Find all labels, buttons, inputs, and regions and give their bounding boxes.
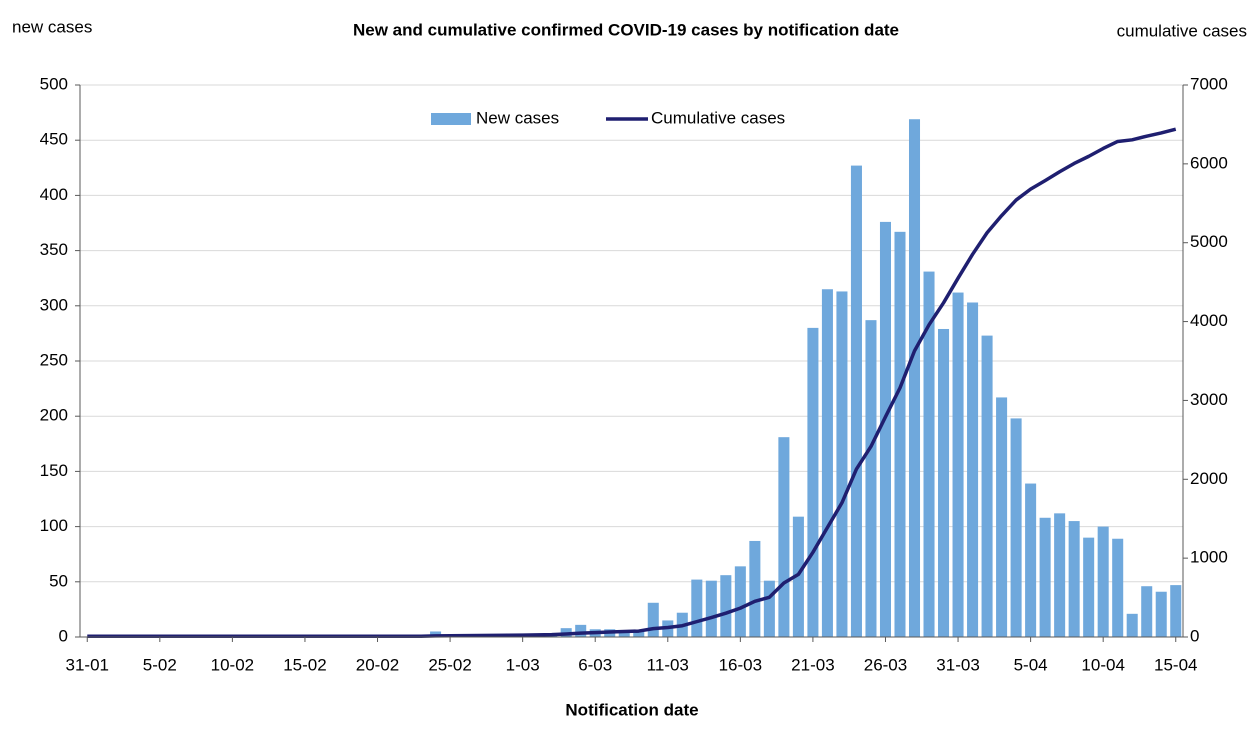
y2-tick-label: 2000 (1190, 469, 1228, 488)
y2-axis-label: cumulative cases (1117, 21, 1247, 40)
bar (967, 302, 979, 637)
bar (908, 119, 921, 637)
x-tick-label: 10-04 (1081, 655, 1124, 674)
bar (850, 165, 862, 638)
y-tick-label: 500 (40, 74, 68, 93)
bar (923, 271, 935, 637)
x-tick-label: 15-04 (1154, 655, 1197, 674)
y-tick-label: 200 (40, 406, 68, 425)
y-tick-label: 300 (40, 295, 68, 314)
legend-label: New cases (476, 108, 559, 127)
y2-tick-label: 5000 (1190, 232, 1228, 251)
bar (938, 328, 950, 637)
bar (778, 437, 790, 637)
bar (879, 221, 891, 637)
x-tick-label: 6-03 (578, 655, 612, 674)
x-tick-label: 16-03 (719, 655, 762, 674)
bar (1097, 526, 1109, 637)
bar (705, 580, 717, 637)
bar (1155, 591, 1167, 637)
y-tick-label: 50 (49, 571, 68, 590)
bar (1170, 585, 1182, 637)
y2-tick-label: 3000 (1190, 390, 1228, 409)
bar (865, 320, 877, 637)
bar (691, 579, 703, 637)
bar (1083, 537, 1095, 637)
x-tick-label: 31-01 (66, 655, 109, 674)
bar (633, 630, 645, 637)
y-tick-label: 100 (40, 516, 68, 535)
y2-tick-label: 4000 (1190, 311, 1228, 330)
x-tick-label: 5-04 (1014, 655, 1048, 674)
bar (807, 327, 819, 637)
x-tick-label: 31-03 (936, 655, 979, 674)
bar (952, 292, 964, 637)
x-tick-label: 10-02 (211, 655, 254, 674)
line (87, 127, 1177, 639)
bar (1010, 418, 1022, 637)
y2-tick-label: 0 (1190, 626, 1199, 645)
bar (720, 575, 732, 637)
bar (996, 397, 1008, 637)
y2-tick-label: 7000 (1190, 74, 1228, 93)
x-tick-label: 25-02 (428, 655, 471, 674)
bar (763, 580, 775, 637)
bar (1039, 517, 1051, 637)
legend-label: Cumulative cases (651, 108, 785, 127)
bar (1112, 538, 1124, 637)
x-tick-label: 26-03 (864, 655, 907, 674)
y-tick-label: 450 (40, 130, 68, 149)
x-tick-label: 15-02 (283, 655, 326, 674)
x-tick-label: 20-02 (356, 655, 399, 674)
bar (792, 516, 804, 637)
y2-tick-label: 6000 (1190, 153, 1228, 172)
x-tick-label: 1-03 (506, 655, 540, 674)
bar (1126, 613, 1138, 637)
bar (749, 540, 761, 637)
chart-title: New and cumulative confirmed COVID-19 ca… (353, 20, 899, 39)
bar (1054, 513, 1066, 637)
x-tick-label: 11-03 (647, 655, 689, 674)
y-tick-label: 350 (40, 240, 68, 259)
x-tick-label: 5-02 (143, 655, 177, 674)
bar (894, 231, 906, 637)
bar (734, 566, 746, 637)
bar (575, 624, 587, 637)
y2-tick-label: 1000 (1190, 548, 1228, 567)
bar (821, 289, 833, 637)
bar (1025, 483, 1037, 637)
x-tick-label: 21-03 (791, 655, 834, 674)
y-tick-label: 0 (59, 626, 68, 645)
bar (1141, 586, 1153, 637)
bar (1068, 521, 1080, 637)
legend-swatch (431, 113, 471, 125)
bar (618, 630, 630, 637)
bar (981, 335, 993, 637)
y-axis-label: new cases (12, 17, 92, 36)
x-axis-label: Notification date (565, 700, 698, 719)
y-tick-label: 150 (40, 461, 68, 480)
y-tick-label: 400 (40, 185, 68, 204)
y-tick-label: 250 (40, 350, 68, 369)
bar (647, 602, 659, 637)
bar (836, 291, 848, 637)
